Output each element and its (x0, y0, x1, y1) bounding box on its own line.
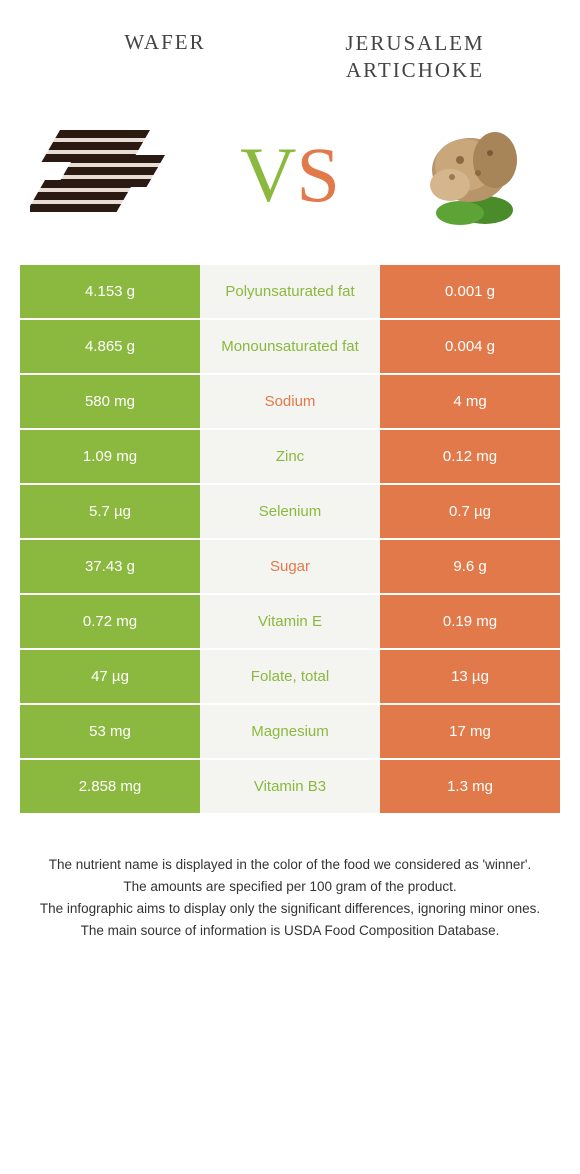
table-row: 1.09 mgZinc0.12 mg (20, 430, 560, 485)
cell-nutrient-label: Selenium (200, 485, 380, 540)
cell-nutrient-label: Sodium (200, 375, 380, 430)
cell-right-value: 13 µg (380, 650, 560, 705)
header-right: Jerusalem artichoke (290, 30, 540, 85)
cell-right-value: 17 mg (380, 705, 560, 760)
cell-right-value: 4 mg (380, 375, 560, 430)
footer-line3: The infographic aims to display only the… (30, 899, 550, 919)
artichoke-image (390, 115, 550, 235)
cell-right-value: 9.6 g (380, 540, 560, 595)
cell-left-value: 4.865 g (20, 320, 200, 375)
cell-left-value: 2.858 mg (20, 760, 200, 815)
cell-nutrient-label: Vitamin B3 (200, 760, 380, 815)
cell-nutrient-label: Magnesium (200, 705, 380, 760)
title-artichoke-line2: artichoke (290, 57, 540, 84)
cell-left-value: 5.7 µg (20, 485, 200, 540)
header: Wafer Jerusalem artichoke (0, 0, 580, 105)
table-row: 0.72 mgVitamin E0.19 mg (20, 595, 560, 650)
cell-left-value: 0.72 mg (20, 595, 200, 650)
hero-row: VS (0, 105, 580, 265)
cell-nutrient-label: Vitamin E (200, 595, 380, 650)
table-row: 4.865 gMonounsaturated fat0.004 g (20, 320, 560, 375)
title-wafer: Wafer (40, 30, 290, 55)
vs-v: V (240, 131, 296, 218)
footer-line4: The main source of information is USDA F… (30, 921, 550, 941)
cell-nutrient-label: Monounsaturated fat (200, 320, 380, 375)
cell-nutrient-label: Sugar (200, 540, 380, 595)
table-row: 53 mgMagnesium17 mg (20, 705, 560, 760)
cell-left-value: 47 µg (20, 650, 200, 705)
cell-right-value: 0.7 µg (380, 485, 560, 540)
cell-nutrient-label: Folate, total (200, 650, 380, 705)
header-left: Wafer (40, 30, 290, 85)
vs-label: VS (240, 130, 340, 220)
vs-s: S (296, 131, 339, 218)
footer-line2: The amounts are specified per 100 gram o… (30, 877, 550, 897)
cell-left-value: 53 mg (20, 705, 200, 760)
table-row: 580 mgSodium4 mg (20, 375, 560, 430)
cell-nutrient-label: Polyunsaturated fat (200, 265, 380, 320)
cell-left-value: 37.43 g (20, 540, 200, 595)
table-row: 37.43 gSugar9.6 g (20, 540, 560, 595)
footer-notes: The nutrient name is displayed in the co… (0, 815, 580, 964)
table-row: 4.153 gPolyunsaturated fat0.001 g (20, 265, 560, 320)
cell-right-value: 0.004 g (380, 320, 560, 375)
wafer-image (30, 115, 190, 235)
footer-line1: The nutrient name is displayed in the co… (30, 855, 550, 875)
cell-left-value: 4.153 g (20, 265, 200, 320)
table-row: 47 µgFolate, total13 µg (20, 650, 560, 705)
cell-right-value: 0.001 g (380, 265, 560, 320)
table-row: 5.7 µgSelenium0.7 µg (20, 485, 560, 540)
table-row: 2.858 mgVitamin B31.3 mg (20, 760, 560, 815)
cell-right-value: 0.12 mg (380, 430, 560, 485)
comparison-table: 4.153 gPolyunsaturated fat0.001 g4.865 g… (20, 265, 560, 815)
cell-nutrient-label: Zinc (200, 430, 380, 485)
cell-right-value: 0.19 mg (380, 595, 560, 650)
cell-left-value: 1.09 mg (20, 430, 200, 485)
infographic-container: Wafer Jerusalem artichoke (0, 0, 580, 964)
title-artichoke-line1: Jerusalem (290, 30, 540, 57)
cell-right-value: 1.3 mg (380, 760, 560, 815)
cell-left-value: 580 mg (20, 375, 200, 430)
